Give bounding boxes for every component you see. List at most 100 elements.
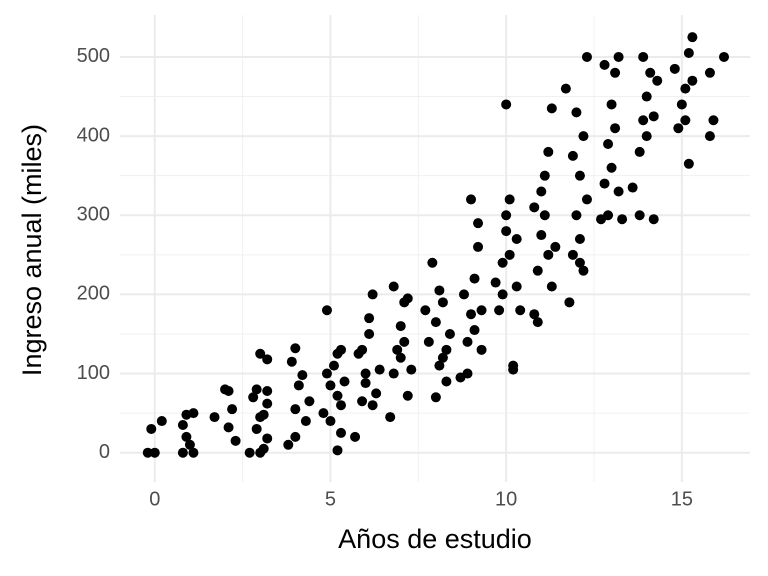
point [177, 420, 188, 431]
point [339, 376, 350, 387]
point [536, 186, 547, 197]
point [318, 408, 329, 419]
point [469, 325, 480, 336]
point [494, 305, 505, 316]
point [427, 257, 438, 268]
point [357, 396, 368, 407]
point [501, 99, 512, 110]
point [462, 368, 473, 379]
x-tick-label: 10 [495, 488, 517, 510]
point [581, 51, 592, 62]
point [156, 416, 167, 427]
point [177, 447, 188, 458]
y-tick-label: 0 [99, 441, 110, 463]
point [543, 146, 554, 157]
point [321, 368, 332, 379]
point [511, 234, 522, 245]
point [395, 352, 406, 363]
y-tick-label: 500 [77, 45, 110, 67]
point [227, 404, 238, 415]
point [599, 178, 610, 189]
point [532, 265, 543, 276]
point [336, 400, 347, 411]
point [325, 380, 336, 391]
point [251, 423, 262, 434]
point [529, 202, 540, 213]
point [364, 313, 375, 324]
point [367, 289, 378, 300]
point [648, 111, 659, 122]
point [146, 423, 157, 434]
point [567, 249, 578, 260]
point [501, 226, 512, 237]
point [564, 297, 575, 308]
point [536, 230, 547, 241]
point [550, 241, 561, 252]
point [473, 241, 484, 252]
point [434, 360, 445, 371]
point [374, 364, 385, 375]
point [360, 378, 371, 389]
point [430, 317, 441, 328]
point [230, 435, 241, 446]
point [248, 392, 259, 403]
point [704, 131, 715, 142]
x-tick-label: 0 [149, 488, 160, 510]
point [669, 63, 680, 74]
y-tick-label: 200 [77, 283, 110, 305]
point [501, 210, 512, 221]
point [497, 257, 508, 268]
point [385, 412, 396, 423]
point [641, 91, 652, 102]
point [546, 281, 557, 292]
point [515, 305, 526, 316]
point [364, 328, 375, 339]
point [497, 289, 508, 300]
point [437, 297, 448, 308]
point [293, 380, 304, 391]
point [430, 392, 441, 403]
y-tick-label: 100 [77, 362, 110, 384]
point [290, 431, 301, 442]
point [262, 398, 273, 409]
point [571, 107, 582, 118]
point [388, 368, 399, 379]
point [648, 214, 659, 225]
point [627, 182, 638, 193]
point [444, 328, 455, 339]
point [567, 150, 578, 161]
point [223, 385, 234, 396]
point [490, 277, 501, 288]
point [402, 293, 413, 304]
point [606, 99, 617, 110]
point [223, 422, 234, 433]
point [406, 364, 417, 375]
point [321, 305, 332, 316]
point [402, 390, 413, 401]
point [423, 336, 434, 347]
point [262, 354, 273, 365]
point [244, 447, 255, 458]
point [617, 214, 628, 225]
point [687, 32, 698, 43]
point [458, 289, 469, 300]
point [543, 249, 554, 260]
point [184, 439, 195, 450]
point [357, 344, 368, 355]
x-tick-label: 5 [325, 488, 336, 510]
point [395, 321, 406, 332]
point [683, 158, 694, 169]
point [634, 210, 645, 221]
point [332, 390, 343, 401]
point [336, 427, 347, 438]
point [676, 99, 687, 110]
point [300, 416, 311, 427]
point [574, 170, 585, 181]
point [578, 265, 589, 276]
point [606, 162, 617, 173]
point [336, 344, 347, 355]
y-tick-label: 400 [77, 124, 110, 146]
point [546, 103, 557, 114]
x-tick-label: 15 [671, 488, 693, 510]
